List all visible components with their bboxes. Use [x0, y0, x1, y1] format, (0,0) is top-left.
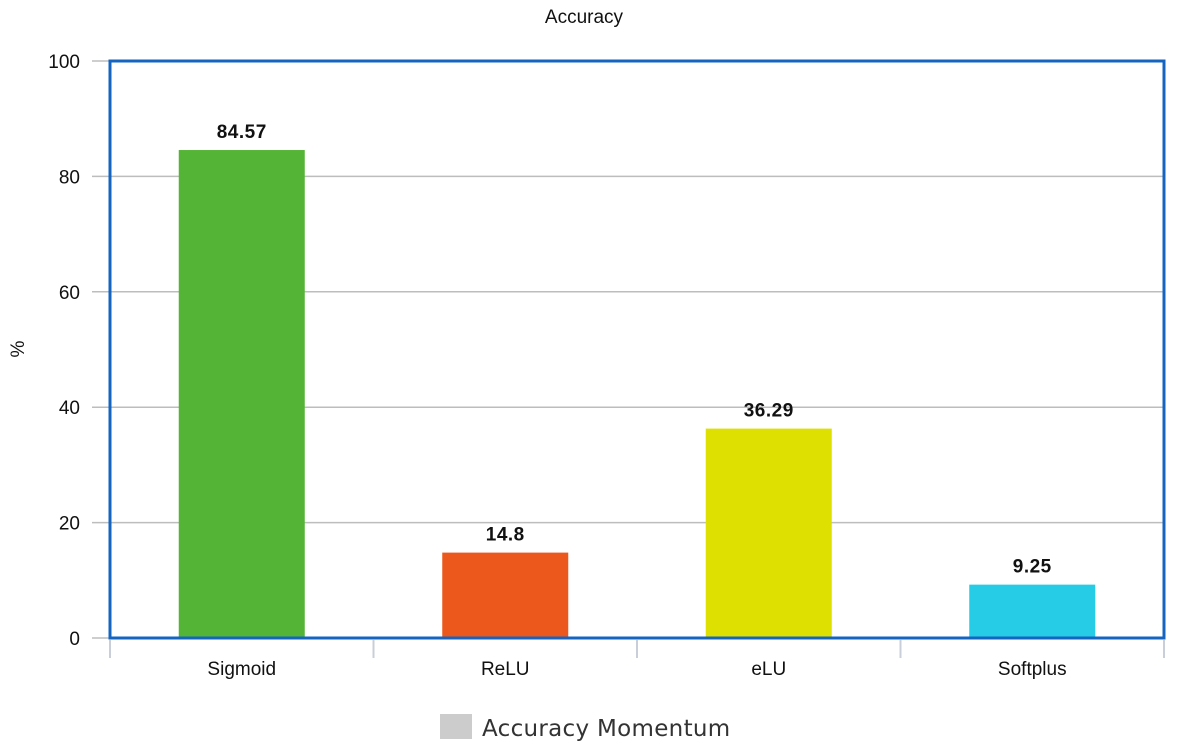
x-tick-label-elu: eLU [751, 659, 786, 680]
data-label-elu: 36.29 [744, 401, 794, 422]
plot-area-border [108, 59, 1166, 640]
y-tick-label: 40 [59, 398, 80, 419]
legend-label-accuracy-momentum[interactable]: Accuracy Momentum [482, 716, 730, 742]
y-tick-label: 80 [59, 167, 80, 188]
data-labels: 84.57 14.8 36.29 9.25 [217, 122, 1052, 578]
y-tick-label: 100 [48, 52, 80, 73]
chart-title: Accuracy [545, 7, 624, 28]
data-label-sigmoid: 84.57 [217, 122, 267, 143]
data-label-relu: 14.8 [486, 525, 525, 546]
y-axis-label: % [8, 340, 29, 357]
y-tick-label: 60 [59, 283, 80, 304]
data-label-softplus: 9.25 [1013, 557, 1052, 578]
bar-softplus[interactable] [969, 584, 1096, 638]
bar-relu[interactable] [442, 552, 569, 638]
x-tick-label-sigmoid: Sigmoid [207, 659, 276, 680]
bars [178, 150, 1096, 638]
x-tick-label-softplus: Softplus [998, 659, 1067, 680]
y-tick-label: 0 [69, 629, 80, 650]
x-tick-label-relu: ReLU [481, 659, 530, 680]
y-axis-ticks: 0 20 40 60 80 100 [48, 52, 110, 650]
bar-sigmoid[interactable] [178, 150, 305, 638]
legend-swatch-accuracy-momentum[interactable] [440, 714, 472, 739]
legend[interactable]: Accuracy Momentum [440, 714, 730, 742]
bar-elu[interactable] [705, 428, 832, 638]
y-tick-label: 20 [59, 514, 80, 535]
x-axis: Sigmoid ReLU eLU Softplus [109, 640, 1165, 680]
